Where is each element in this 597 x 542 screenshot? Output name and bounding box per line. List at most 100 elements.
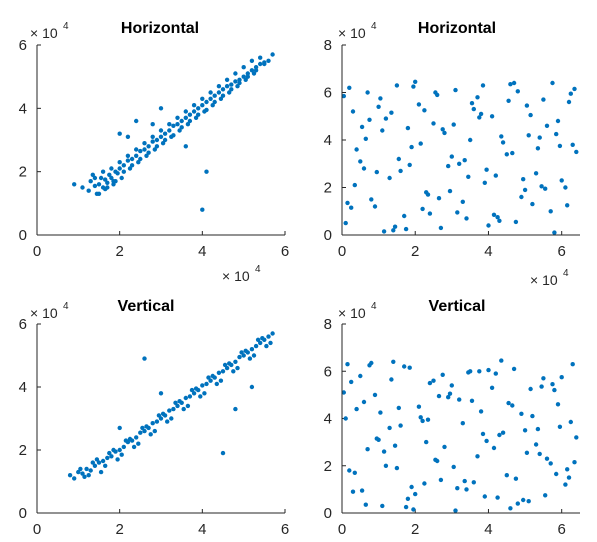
scatter-point [121, 163, 127, 168]
scatter-point [440, 127, 445, 132]
scatter-point [90, 460, 96, 465]
scatter-point [127, 166, 133, 171]
scatter-point [109, 166, 114, 171]
scatter-point [555, 402, 561, 407]
x-tick-label: 4 [484, 243, 492, 260]
scatter-point [123, 438, 129, 443]
scatter-point [499, 358, 504, 363]
scatter-point [570, 362, 575, 367]
scatter-point [526, 133, 531, 138]
scatter-point [425, 192, 431, 197]
scatter-point [480, 83, 486, 88]
y-tick-label: 0 [19, 505, 27, 522]
scatter-point [119, 175, 124, 181]
y-tick-label: 4 [324, 132, 332, 149]
y-tick-label: 0 [19, 227, 27, 244]
scatter-point [185, 403, 191, 409]
scatter-point [515, 89, 520, 94]
subplot-top-left: Horizontal × 10 4 × 10 4 0 2 4 6 0 2 4 6 [19, 20, 290, 284]
scatter-point [515, 501, 520, 506]
scatter-point [144, 153, 149, 158]
subplot-title: Horizontal [418, 20, 496, 37]
scatter-point [117, 166, 122, 171]
y-tick-label: 0 [324, 227, 332, 244]
scatter-point [552, 230, 557, 235]
scatter-point [160, 411, 166, 416]
scatter-point [187, 118, 193, 124]
scatter-point [358, 373, 363, 379]
scatter-point [422, 108, 427, 113]
scatter-point [402, 213, 407, 219]
scatter-point [253, 343, 259, 349]
scatter-point [196, 112, 201, 117]
y-tick-label: 6 [19, 37, 27, 54]
scatter-point [150, 421, 155, 426]
scatter-point [105, 455, 110, 461]
x-tick-label: 6 [281, 243, 289, 260]
scatter-point [387, 425, 392, 431]
scatter-point [171, 123, 176, 128]
scatter-point [544, 123, 550, 128]
scatter-point [169, 416, 174, 421]
scatter-point [524, 450, 530, 455]
scatter-point [94, 457, 100, 462]
scatter-point [245, 74, 250, 79]
scatter-point [427, 211, 433, 216]
scatter-point [411, 507, 416, 512]
scatter-point [169, 134, 174, 139]
subplot-top-right: Horizontal × 10 4 × 10 4 0 2 4 6 0 2 4 6 8 [324, 20, 580, 288]
scatter-point [457, 161, 462, 166]
scatter-point [117, 425, 122, 431]
scatter-point [499, 134, 504, 139]
y-tick-label: 2 [324, 458, 332, 475]
scatter-point [449, 383, 454, 388]
scatter-point [557, 424, 563, 429]
scatter-point [208, 96, 213, 102]
scatter-point [204, 169, 209, 174]
scatter-point [233, 71, 238, 76]
y-tick-label: 6 [19, 316, 27, 333]
scatter-point [80, 185, 85, 190]
scatter-point [241, 353, 246, 358]
scatter-point [212, 99, 217, 105]
scatter-point [200, 383, 205, 388]
scatter-point [403, 226, 409, 232]
y-multiplier: × 10 [30, 305, 58, 321]
scatter-point [270, 331, 275, 336]
scatter-point [533, 171, 539, 176]
scatter-point [208, 90, 213, 95]
scatter-point [183, 115, 188, 121]
scatter-point [158, 134, 164, 139]
scatter-point [96, 191, 102, 196]
scatter-point [90, 172, 96, 177]
scatter-point [249, 58, 255, 63]
scatter-point [513, 219, 519, 225]
scatter-point [115, 457, 120, 462]
scatter-point [92, 463, 98, 468]
y-multiplier-exponent: 4 [63, 301, 69, 312]
scatter-point [522, 187, 528, 193]
scatter-point [359, 124, 365, 130]
scatter-point [249, 68, 255, 73]
scatter-point [528, 386, 533, 392]
scatter-point [383, 463, 389, 468]
scatter-point [524, 103, 530, 108]
scatter-point [167, 122, 172, 127]
y-tick-label: 4 [19, 100, 27, 117]
scatter-point [497, 218, 502, 223]
scatter-point [391, 228, 396, 233]
scatter-point [103, 177, 108, 182]
scatter-point [218, 378, 224, 383]
scatter-point [422, 481, 427, 486]
scatter-point [233, 406, 238, 412]
scatter-point [552, 387, 557, 393]
scatter-point [109, 454, 114, 459]
scatter-point [86, 188, 91, 193]
scatter-point [464, 487, 469, 492]
scatter-point [193, 386, 199, 391]
scatter-point [216, 370, 222, 375]
scatter-point [493, 371, 498, 376]
scatter-point [457, 397, 462, 402]
scatter-point [200, 103, 205, 108]
scatter-point [146, 144, 151, 149]
